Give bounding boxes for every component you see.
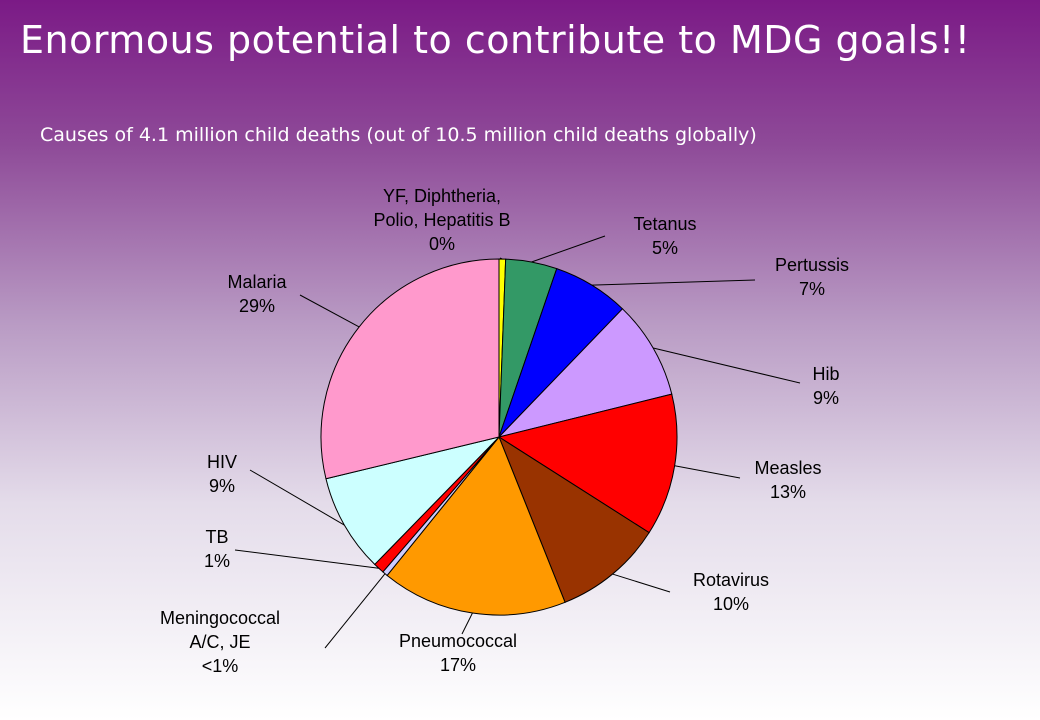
- slice-label-1: Tetanus 5%: [633, 214, 696, 258]
- slice-label-line: HIV: [207, 452, 237, 472]
- leader-line-1: [531, 235, 606, 263]
- slice-label-8: TB 1%: [204, 527, 230, 571]
- slice-label-line: Pneumococcal: [399, 631, 517, 651]
- slice-label-2: Pertussis 7%: [775, 255, 849, 299]
- pie-slice-10: [320, 258, 500, 480]
- slice-label-line: Malaria: [227, 272, 287, 292]
- slice-label-5: Rotavirus 10%: [693, 570, 769, 614]
- slice-label-line: 7%: [799, 279, 825, 299]
- slice-label-line: Tetanus: [633, 214, 696, 234]
- slice-label-line: 1%: [204, 551, 230, 571]
- leader-line-4: [674, 465, 741, 479]
- leader-line-0: [499, 257, 503, 260]
- slice-label-line: 0%: [429, 234, 455, 254]
- leader-lines: [234, 235, 801, 649]
- pie-slice-3: [497, 308, 673, 438]
- slice-labels: YF, Diphtheria, Polio, Hepatitis B 0% Tetan…: [160, 186, 849, 676]
- slice-label-line: 9%: [209, 476, 235, 496]
- chart-subtitle: Causes of 4.1 million child deaths (out …: [40, 124, 757, 146]
- slice-label-line: Polio, Hepatitis B: [373, 210, 510, 230]
- slice-label-9: HIV 9%: [207, 452, 237, 496]
- slice-label-line: 9%: [813, 388, 839, 408]
- pie-slice-9: [325, 436, 501, 566]
- leader-line-10: [299, 294, 360, 328]
- slice-label-line: 29%: [239, 296, 275, 316]
- slice-label-line: 17%: [440, 655, 476, 675]
- slice-label-10: Malaria 29%: [227, 272, 287, 316]
- leader-line-9: [249, 469, 345, 526]
- leader-line-2: [591, 279, 756, 286]
- slice-label-line: 10%: [713, 594, 749, 614]
- slice-label-line: Meningococcal: [160, 608, 280, 628]
- slice-label-line: TB: [205, 527, 228, 547]
- pie-slice-6: [386, 436, 566, 616]
- slide-title: Enormous potential to contribute to MDG …: [20, 18, 971, 62]
- slice-label-line: Pertussis: [775, 255, 849, 275]
- slice-label-line: A/C, JE: [189, 632, 250, 652]
- slice-label-line: YF, Diphtheria,: [383, 186, 501, 206]
- slice-label-6: Pneumococcal 17%: [399, 631, 517, 675]
- slice-label-line: Rotavirus: [693, 570, 769, 590]
- slice-label-line: 5%: [652, 238, 678, 258]
- slice-label-4: Measles 13%: [754, 458, 821, 502]
- pie-slice-4: [497, 393, 678, 534]
- leader-line-5: [612, 573, 671, 593]
- slice-label-0: YF, Diphtheria, Polio, Hepatitis B 0%: [373, 186, 510, 254]
- slice-label-line: Measles: [754, 458, 821, 478]
- slice-label-7: Meningococcal A/C, JE <1%: [160, 608, 280, 676]
- leader-line-6: [461, 612, 473, 635]
- leader-line-8: [234, 549, 379, 569]
- slice-label-line: 13%: [770, 482, 806, 502]
- leader-line-7: [324, 573, 386, 649]
- leader-line-3: [653, 347, 801, 384]
- slice-label-line: Hib: [812, 364, 839, 384]
- pie-slices: [320, 258, 678, 616]
- slice-label-line: <1%: [202, 656, 239, 676]
- slice-label-3: Hib 9%: [812, 364, 839, 408]
